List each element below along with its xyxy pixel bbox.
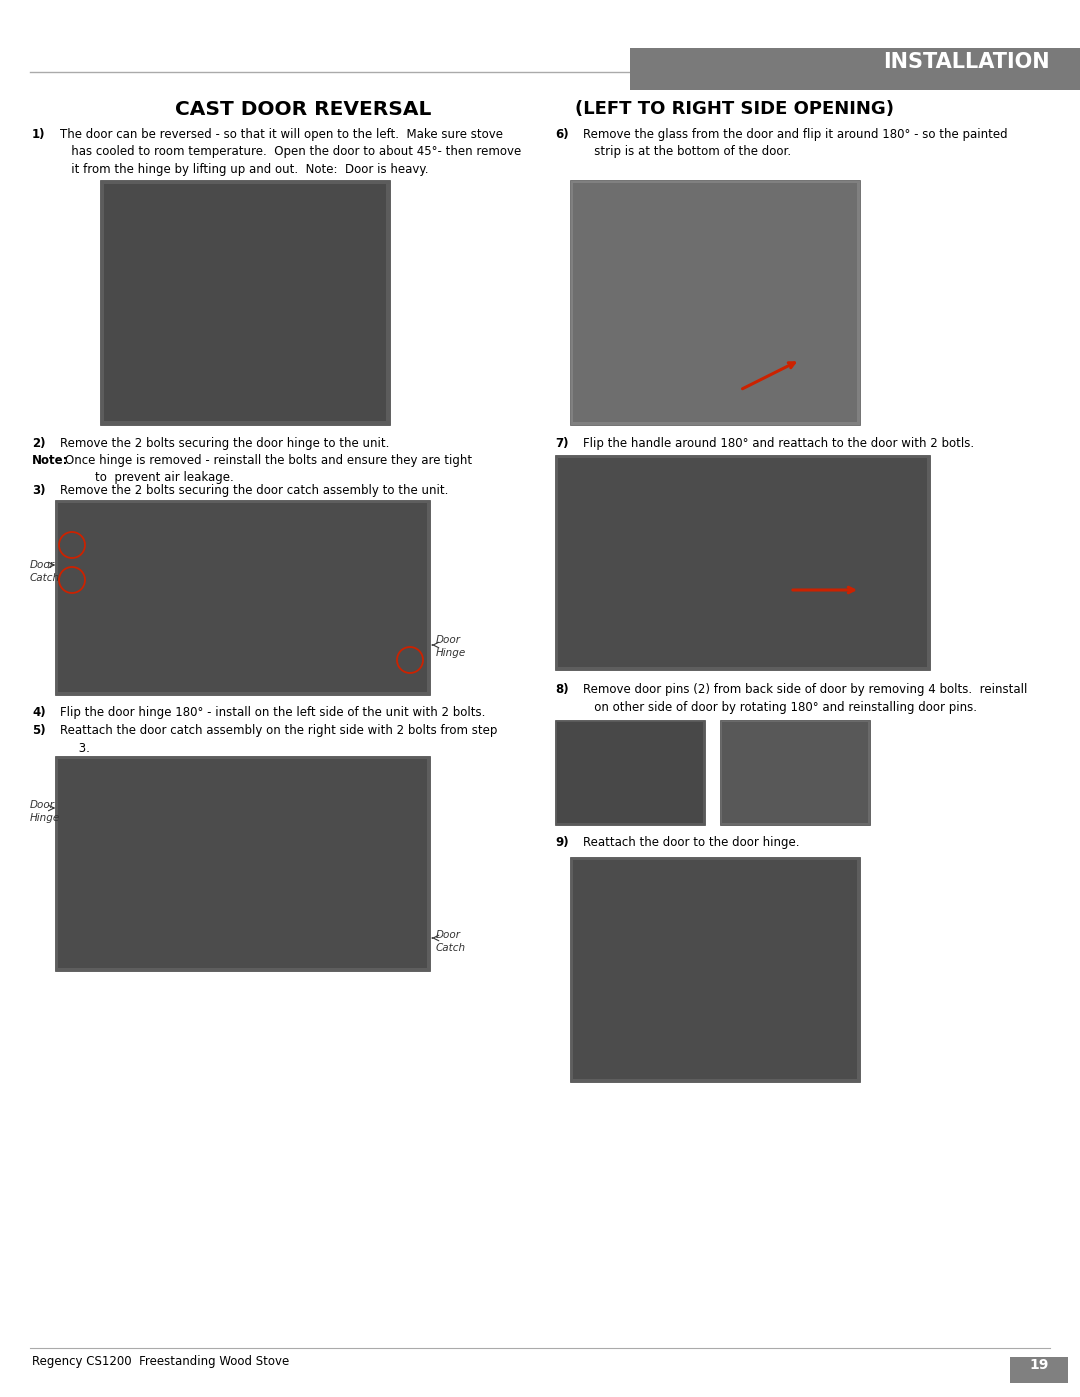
Bar — [723, 722, 868, 823]
Text: Catch: Catch — [436, 943, 467, 953]
Bar — [570, 180, 860, 425]
Text: INSTALLATION: INSTALLATION — [883, 52, 1050, 73]
Text: 19: 19 — [1029, 1358, 1049, 1372]
Bar — [58, 759, 427, 968]
Text: 2): 2) — [32, 437, 45, 450]
Bar — [558, 458, 927, 666]
Text: 9): 9) — [555, 835, 569, 849]
Bar — [55, 756, 430, 971]
Bar — [104, 184, 386, 420]
Text: Remove the 2 bolts securing the door catch assembly to the unit.: Remove the 2 bolts securing the door cat… — [60, 483, 448, 497]
Text: Door: Door — [436, 930, 461, 940]
Text: Once hinge is removed - reinstall the bolts and ensure they are tight
        to: Once hinge is removed - reinstall the bo… — [65, 454, 472, 485]
Text: (LEFT TO RIGHT SIDE OPENING): (LEFT TO RIGHT SIDE OPENING) — [575, 101, 894, 117]
Text: 3): 3) — [32, 483, 45, 497]
Bar — [55, 500, 430, 694]
Text: CAST DOOR REVERSAL: CAST DOOR REVERSAL — [175, 101, 431, 119]
Text: Flip the handle around 180° and reattach to the door with 2 botls.: Flip the handle around 180° and reattach… — [583, 437, 974, 450]
Bar — [570, 856, 860, 1083]
Text: Catch: Catch — [30, 573, 60, 583]
Text: Note:: Note: — [32, 454, 68, 467]
Bar — [573, 183, 858, 422]
Text: Flip the door hinge 180° - install on the left side of the unit with 2 bolts.: Flip the door hinge 180° - install on th… — [60, 705, 485, 719]
Text: 8): 8) — [555, 683, 569, 696]
Text: Door: Door — [30, 800, 55, 810]
Text: Regency CS1200  Freestanding Wood Stove: Regency CS1200 Freestanding Wood Stove — [32, 1355, 289, 1368]
Bar — [100, 180, 390, 425]
Bar — [1010, 1356, 1068, 1383]
Text: 6): 6) — [555, 129, 569, 141]
Bar — [555, 455, 930, 671]
Text: Door: Door — [436, 636, 461, 645]
Text: 4): 4) — [32, 705, 45, 719]
Text: Hinge: Hinge — [30, 813, 60, 823]
Bar — [555, 719, 705, 826]
Text: 7): 7) — [555, 437, 568, 450]
Text: Reattach the door to the door hinge.: Reattach the door to the door hinge. — [583, 835, 799, 849]
Text: Remove door pins (2) from back side of door by removing 4 bolts.  reinstall
   o: Remove door pins (2) from back side of d… — [583, 683, 1027, 714]
Text: The door can be reversed - so that it will open to the left.  Make sure stove
  : The door can be reversed - so that it wi… — [60, 129, 522, 176]
Bar — [58, 503, 427, 692]
Text: Reattach the door catch assembly on the right side with 2 bolts from step
     3: Reattach the door catch assembly on the … — [60, 724, 498, 754]
Text: 1): 1) — [32, 129, 45, 141]
Text: Hinge: Hinge — [436, 648, 467, 658]
Text: Door: Door — [30, 560, 55, 570]
Bar — [720, 719, 870, 826]
Text: 5): 5) — [32, 724, 45, 738]
Text: Remove the glass from the door and flip it around 180° - so the painted
   strip: Remove the glass from the door and flip … — [583, 129, 1008, 158]
Bar — [557, 722, 703, 823]
Text: Remove the 2 bolts securing the door hinge to the unit.: Remove the 2 bolts securing the door hin… — [60, 437, 390, 450]
Bar — [573, 861, 858, 1078]
Bar — [630, 47, 1080, 89]
